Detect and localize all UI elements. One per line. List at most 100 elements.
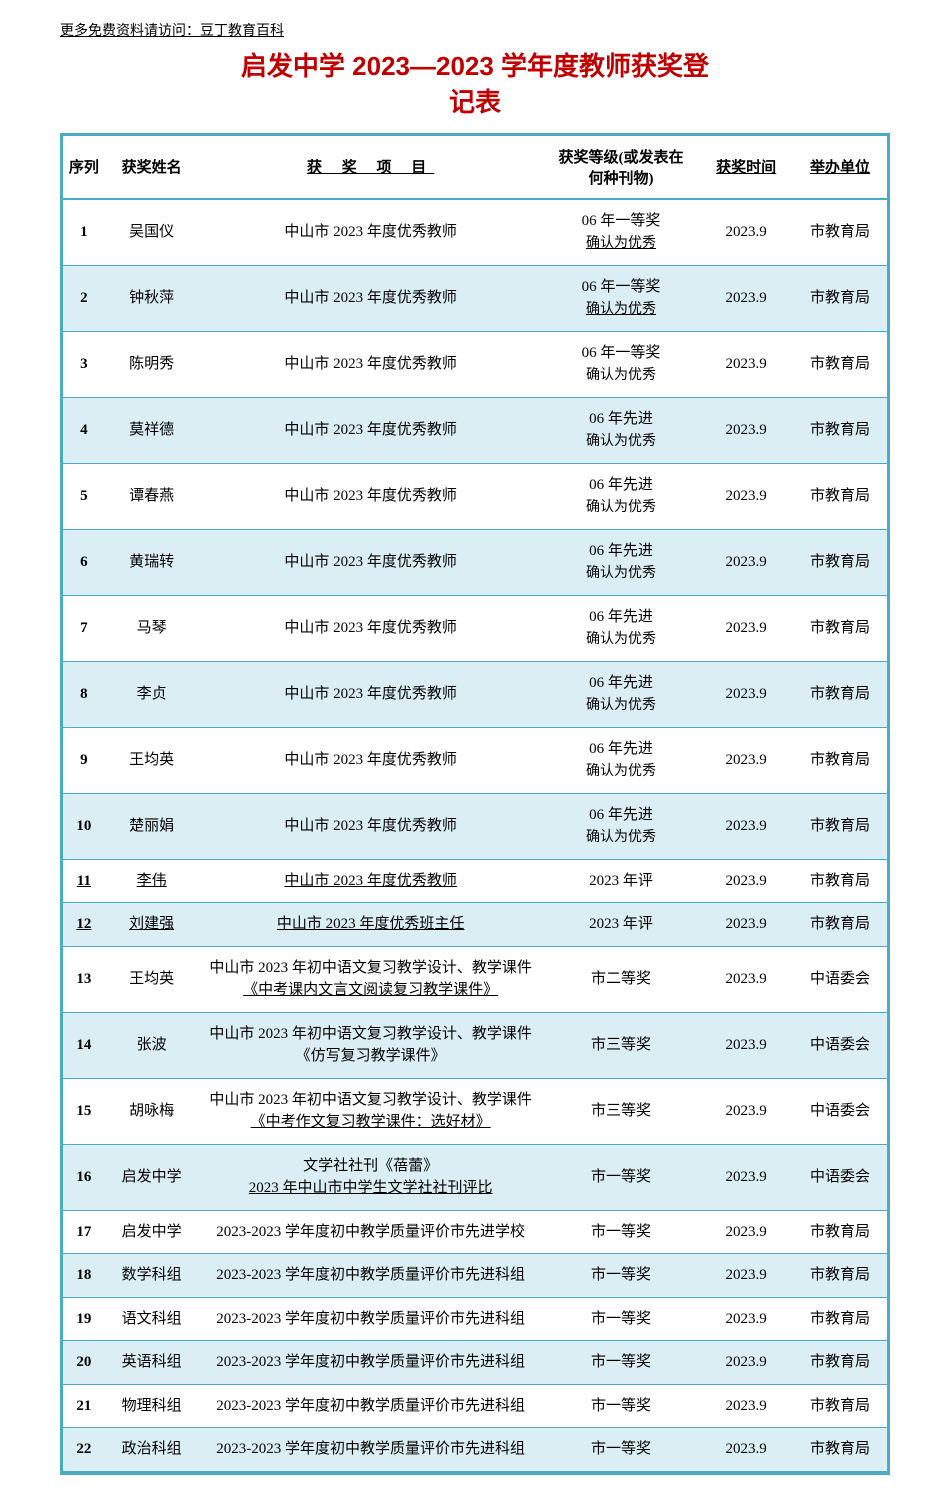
table-row: 16启发中学文学社社刊《蓓蕾》2023 年中山市中学生文学社社刊评比市一等奖20…	[63, 1144, 887, 1210]
cell-name: 莫祥德	[105, 397, 199, 463]
cell-level: 06 年一等奖确认为优秀	[543, 331, 699, 397]
table-row: 19语文科组2023-2023 学年度初中教学质量评价市先进科组市一等奖2023…	[63, 1297, 887, 1341]
level-line2: 确认为优秀	[586, 434, 656, 449]
cell-level: 市二等奖	[543, 946, 699, 1012]
project-line1: 中山市 2023 年度优秀班主任	[277, 916, 465, 932]
cell-org: 市教育局	[793, 1297, 887, 1341]
cell-project: 2023-2023 学年度初中教学质量评价市先进科组	[199, 1341, 543, 1385]
table-row: 17启发中学2023-2023 学年度初中教学质量评价市先进学校市一等奖2023…	[63, 1210, 887, 1254]
cell-name: 政治科组	[105, 1428, 199, 1472]
table-row: 13王均英中山市 2023 年初中语文复习教学设计、教学课件《中考课内文言文阅读…	[63, 946, 887, 1012]
level-line1: 2023 年评	[589, 873, 653, 889]
table-row: 5谭春燕中山市 2023 年度优秀教师06 年先进确认为优秀2023.9市教育局	[63, 463, 887, 529]
cell-project: 中山市 2023 年度优秀教师	[199, 199, 543, 266]
table-row: 6黄瑞转中山市 2023 年度优秀教师06 年先进确认为优秀2023.9市教育局	[63, 529, 887, 595]
cell-project: 中山市 2023 年度优秀教师	[199, 793, 543, 859]
cell-name: 数学科组	[105, 1254, 199, 1298]
level-line1: 06 年先进	[589, 543, 653, 559]
cell-level: 06 年一等奖确认为优秀	[543, 199, 699, 266]
cell-index: 2	[63, 265, 105, 331]
cell-level: 市三等奖	[543, 1078, 699, 1144]
cell-level: 06 年先进确认为优秀	[543, 397, 699, 463]
level-line1: 市一等奖	[591, 1354, 651, 1370]
table-row: 11李伟中山市 2023 年度优秀教师2023 年评2023.9市教育局	[63, 859, 887, 903]
cell-level: 06 年先进确认为优秀	[543, 661, 699, 727]
cell-level: 06 年一等奖确认为优秀	[543, 265, 699, 331]
cell-name: 李贞	[105, 661, 199, 727]
cell-org: 市教育局	[793, 793, 887, 859]
cell-name: 物理科组	[105, 1384, 199, 1428]
cell-time: 2023.9	[699, 1210, 793, 1254]
table-row: 3陈明秀中山市 2023 年度优秀教师06 年一等奖确认为优秀2023.9市教育…	[63, 331, 887, 397]
table-row: 20英语科组2023-2023 学年度初中教学质量评价市先进科组市一等奖2023…	[63, 1341, 887, 1385]
cell-level: 06 年先进确认为优秀	[543, 595, 699, 661]
cell-org: 市教育局	[793, 727, 887, 793]
level-line1: 市一等奖	[591, 1267, 651, 1283]
level-line1: 市三等奖	[591, 1103, 651, 1119]
cell-name: 胡咏梅	[105, 1078, 199, 1144]
cell-name: 楚丽娟	[105, 793, 199, 859]
cell-org: 市教育局	[793, 199, 887, 266]
cell-level: 市三等奖	[543, 1012, 699, 1078]
project-line1: 中山市 2023 年度优秀教师	[284, 686, 457, 702]
cell-time: 2023.9	[699, 199, 793, 266]
cell-index: 12	[63, 903, 105, 947]
level-line2: 确认为优秀	[586, 236, 656, 251]
project-line1: 文学社社刊《蓓蕾》	[303, 1158, 438, 1174]
cell-name: 王均英	[105, 946, 199, 1012]
level-line2: 确认为优秀	[586, 698, 656, 713]
cell-index: 14	[63, 1012, 105, 1078]
table-row: 1吴国仪中山市 2023 年度优秀教师06 年一等奖确认为优秀2023.9市教育…	[63, 199, 887, 266]
project-line2: 2023 年中山市中学生文学社社刊评比	[249, 1180, 493, 1196]
level-line1: 市二等奖	[591, 971, 651, 987]
cell-index: 19	[63, 1297, 105, 1341]
cell-project: 2023-2023 学年度初中教学质量评价市先进科组	[199, 1428, 543, 1472]
header-org: 举办单位	[793, 136, 887, 199]
cell-org: 市教育局	[793, 463, 887, 529]
level-line2: 确认为优秀	[586, 632, 656, 647]
cell-level: 市一等奖	[543, 1428, 699, 1472]
cell-org: 市教育局	[793, 661, 887, 727]
project-line1: 2023-2023 学年度初中教学质量评价市先进学校	[216, 1224, 525, 1240]
level-line1: 06 年一等奖	[582, 279, 661, 295]
cell-name: 张波	[105, 1012, 199, 1078]
cell-level: 06 年先进确认为优秀	[543, 529, 699, 595]
cell-project: 中山市 2023 年度优秀教师	[199, 463, 543, 529]
cell-time: 2023.9	[699, 903, 793, 947]
cell-time: 2023.9	[699, 1144, 793, 1210]
level-line2: 确认为优秀	[586, 302, 656, 317]
cell-index: 7	[63, 595, 105, 661]
level-line2: 确认为优秀	[586, 764, 656, 779]
cell-index: 10	[63, 793, 105, 859]
cell-level: 市一等奖	[543, 1254, 699, 1298]
header-project: 获 奖 项 目	[199, 136, 543, 199]
cell-time: 2023.9	[699, 946, 793, 1012]
table-row: 22政治科组2023-2023 学年度初中教学质量评价市先进科组市一等奖2023…	[63, 1428, 887, 1472]
cell-org: 市教育局	[793, 1341, 887, 1385]
table-header-row: 序列 获奖姓名 获 奖 项 目 获奖等级(或发表在 何种刊物) 获奖时间 举办单…	[63, 136, 887, 199]
level-line1: 06 年一等奖	[582, 213, 661, 229]
awards-table-container: 序列 获奖姓名 获 奖 项 目 获奖等级(或发表在 何种刊物) 获奖时间 举办单…	[60, 133, 890, 1475]
cell-name: 语文科组	[105, 1297, 199, 1341]
cell-index: 1	[63, 199, 105, 266]
level-line1: 市三等奖	[591, 1037, 651, 1053]
project-line1: 中山市 2023 年度优秀教师	[284, 818, 457, 834]
project-line2: 《中考作文复习教学课件：选好材》	[251, 1114, 491, 1130]
cell-name: 马琴	[105, 595, 199, 661]
header-name: 获奖姓名	[105, 136, 199, 199]
table-row: 21物理科组2023-2023 学年度初中教学质量评价市先进科组市一等奖2023…	[63, 1384, 887, 1428]
header-level-line2: 何种刊物)	[588, 171, 653, 187]
cell-project: 中山市 2023 年初中语文复习教学设计、教学课件《中考课内文言文阅读复习教学课…	[199, 946, 543, 1012]
cell-project: 中山市 2023 年度优秀教师	[199, 595, 543, 661]
cell-index: 8	[63, 661, 105, 727]
cell-index: 20	[63, 1341, 105, 1385]
project-line1: 中山市 2023 年度优秀教师	[284, 752, 457, 768]
cell-project: 中山市 2023 年度优秀教师	[199, 397, 543, 463]
level-line1: 市一等奖	[591, 1398, 651, 1414]
header-index: 序列	[63, 136, 105, 199]
level-line1: 2023 年评	[589, 916, 653, 932]
level-line2: 确认为优秀	[586, 830, 656, 845]
title-line2: 记表	[449, 87, 501, 117]
cell-name: 李伟	[105, 859, 199, 903]
cell-project: 中山市 2023 年度优秀教师	[199, 859, 543, 903]
